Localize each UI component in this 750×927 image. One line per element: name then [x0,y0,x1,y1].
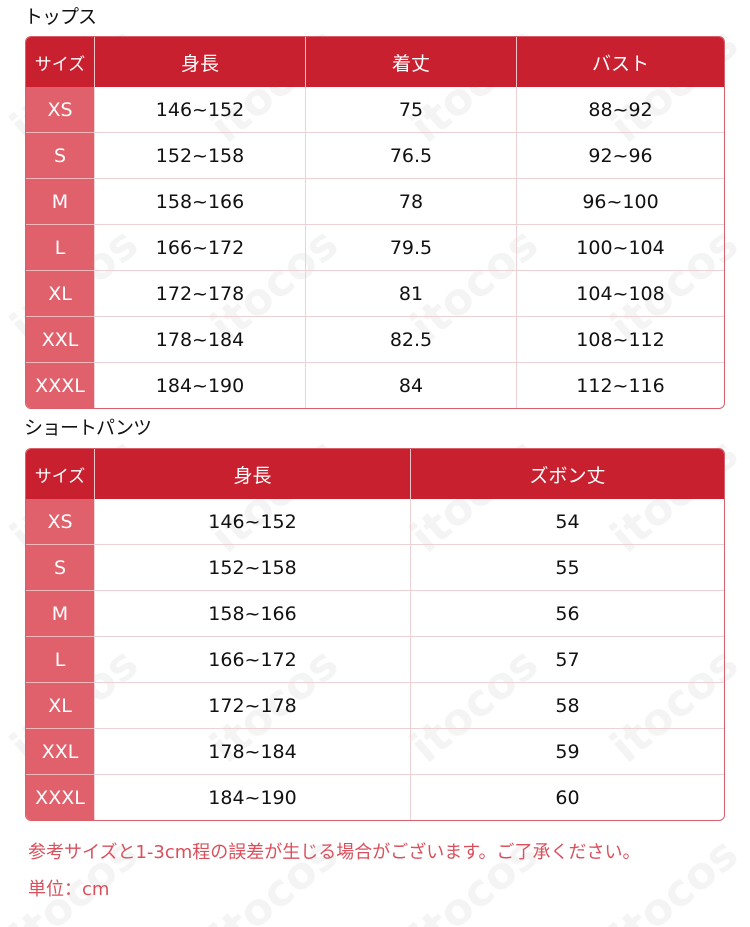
value-cell: 59 [410,728,724,774]
table-row: L 166~172 79.5 100~104 [26,224,724,270]
value-cell: 184~190 [94,774,410,820]
table-row: XXL 178~184 59 [26,728,724,774]
value-cell: 78 [305,178,516,224]
shorts-size-table: サイズ 身長 ズボン丈 XS 146~152 54 S 152~158 55 M 158~16… [25,448,725,821]
value-cell: 158~166 [94,178,305,224]
value-cell: 55 [410,544,724,590]
size-cell: XS [26,499,94,544]
size-cell: L [26,224,94,270]
size-cell: XXXL [26,774,94,820]
size-cell: L [26,636,94,682]
size-cell: XL [26,682,94,728]
tops-header-row: サイズ 身長 着丈 バスト [26,37,724,87]
header-pants-length: ズボン丈 [410,449,724,499]
header-size: サイズ [26,449,94,499]
size-cell: M [26,178,94,224]
size-disclaimer: 参考サイズと1-3cm程の誤差が生じる場合がございます。ご了承ください。 [28,842,641,863]
value-cell: 100~104 [516,224,724,270]
value-cell: 92~96 [516,132,724,178]
value-cell: 54 [410,499,724,544]
value-cell: 178~184 [94,728,410,774]
value-cell: 96~100 [516,178,724,224]
header-height: 身長 [94,449,410,499]
value-cell: 112~116 [516,362,724,408]
table-row: XXL 178~184 82.5 108~112 [26,316,724,362]
unit-label: 単位：cm [28,879,110,900]
value-cell: 146~152 [94,499,410,544]
value-cell: 166~172 [94,224,305,270]
size-cell: XL [26,270,94,316]
tops-title: トップス [24,6,97,28]
table-row: XXXL 184~190 60 [26,774,724,820]
value-cell: 79.5 [305,224,516,270]
header-length: 着丈 [305,37,516,87]
value-cell: 178~184 [94,316,305,362]
value-cell: 184~190 [94,362,305,408]
table-row: XS 146~152 54 [26,499,724,544]
value-cell: 56 [410,590,724,636]
table-row: XL 172~178 58 [26,682,724,728]
table-row: L 166~172 57 [26,636,724,682]
table-row: S 152~158 55 [26,544,724,590]
size-cell: XS [26,87,94,132]
shorts-header-row: サイズ 身長 ズボン丈 [26,449,724,499]
table-row: M 158~166 56 [26,590,724,636]
header-bust: バスト [516,37,724,87]
value-cell: 158~166 [94,590,410,636]
size-cell: XXXL [26,362,94,408]
value-cell: 172~178 [94,682,410,728]
value-cell: 84 [305,362,516,408]
tops-size-table: サイズ 身長 着丈 バスト XS 146~152 75 88~92 S 152~158 76… [25,36,725,409]
value-cell: 60 [410,774,724,820]
value-cell: 57 [410,636,724,682]
size-cell: S [26,544,94,590]
value-cell: 172~178 [94,270,305,316]
value-cell: 104~108 [516,270,724,316]
table-row: XL 172~178 81 104~108 [26,270,724,316]
value-cell: 88~92 [516,87,724,132]
value-cell: 82.5 [305,316,516,362]
header-size: サイズ [26,37,94,87]
table-row: XXXL 184~190 84 112~116 [26,362,724,408]
table-row: S 152~158 76.5 92~96 [26,132,724,178]
table-row: M 158~166 78 96~100 [26,178,724,224]
value-cell: 108~112 [516,316,724,362]
value-cell: 152~158 [94,132,305,178]
value-cell: 76.5 [305,132,516,178]
shorts-title: ショートパンツ [24,417,152,439]
table-row: XS 146~152 75 88~92 [26,87,724,132]
size-cell: XXL [26,728,94,774]
size-cell: M [26,590,94,636]
value-cell: 75 [305,87,516,132]
header-height: 身長 [94,37,305,87]
value-cell: 58 [410,682,724,728]
value-cell: 146~152 [94,87,305,132]
size-cell: XXL [26,316,94,362]
value-cell: 152~158 [94,544,410,590]
value-cell: 81 [305,270,516,316]
size-cell: S [26,132,94,178]
value-cell: 166~172 [94,636,410,682]
